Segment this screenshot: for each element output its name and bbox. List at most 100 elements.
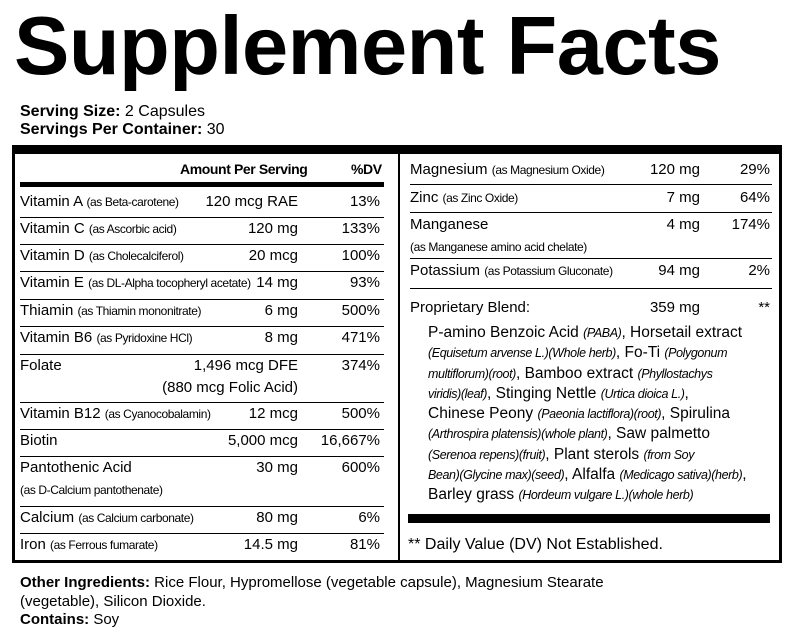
ingredient-latin-name: (Hordeum vulgare L.)(whole herb) xyxy=(518,488,694,503)
nutrient-label: Zinc xyxy=(410,189,439,206)
nutrient-source: (as Cyanocobalamin) xyxy=(104,407,211,421)
nutrient-amount: 5,000 mcg xyxy=(227,432,298,449)
nutrient-name: Vitamin B12 (as Cyanocobalamin) xyxy=(20,405,211,423)
other-ingredients-cont: (vegetable), Silicon Dioxide. xyxy=(20,593,206,610)
row-divider xyxy=(410,184,772,185)
nutrient-dv: 500% xyxy=(341,302,380,319)
nutrient-label: Folate xyxy=(20,357,62,374)
nutrient-label: Biotin xyxy=(20,432,58,449)
nutrient-label: Vitamin A xyxy=(20,193,83,210)
ingredient-name: , Plant sterols xyxy=(545,445,644,463)
nutrient-label: Calcium xyxy=(20,509,75,526)
nutrient-dv: 133% xyxy=(341,220,380,237)
nutrient-source: (as Thiamin mononitrate) xyxy=(77,304,202,318)
nutrient-name: Pantothenic Acid xyxy=(20,459,132,477)
nutrient-source: (as Pyridoxine HCl) xyxy=(96,331,193,345)
nutrient-name: Vitamin B6 (as Pyridoxine HCl) xyxy=(20,329,193,347)
nutrient-name: Thiamin (as Thiamin mononitrate) xyxy=(20,302,202,320)
nutrient-source: (as Beta-carotene) xyxy=(86,195,179,209)
nutrient-dv: 100% xyxy=(341,247,380,264)
ingredient-latin-name: multiflorum)(root) xyxy=(428,366,516,381)
blend-line: Chinese Peony (Paeonia lactiflora)(root)… xyxy=(428,404,747,424)
nutrient-label: Pantothenic Acid xyxy=(20,459,132,476)
ingredient-latin-name: (Medicago sativa)(herb) xyxy=(619,468,743,483)
servings-per-container: Servings Per Container: 30 xyxy=(20,121,225,138)
blend-line: Bean)(Glycine max)(seed), Alfalfa (Medic… xyxy=(428,465,747,485)
nutrient-dv: 16,667% xyxy=(320,432,380,449)
nutrient-amount: 80 mg xyxy=(256,509,298,526)
nutrient-source: (as D-Calcium pantothenate) xyxy=(20,483,163,497)
nutrient-dv: 29% xyxy=(739,161,770,178)
nutrient-amount: 120 mg xyxy=(247,220,298,237)
ingredient-latin-name: (Equisetum arvense L.)(Whole herb) xyxy=(428,346,616,361)
ingredient-name: , Spirulina xyxy=(661,405,731,423)
nutrient-name: Folate xyxy=(20,357,62,375)
nutrient-name: Iron (as Ferrous fumarate) xyxy=(20,536,158,554)
ingredient-latin-name: (Serenoa repens)(fruit) xyxy=(428,447,546,462)
blend-line: Barley grass (Hordeum vulgare L.)(whole … xyxy=(428,485,747,505)
blend-line: viridis)(leaf), Stinging Nettle (Urtica … xyxy=(428,384,747,404)
ingredient-latin-name: (Phyllostachys xyxy=(637,366,713,381)
nutrient-source: (as Potassium Gluconate) xyxy=(484,264,613,278)
ingredient-name: P-amino Benzoic Acid xyxy=(428,324,584,341)
nutrient-source: (as Manganese amino acid chelate) xyxy=(410,240,587,254)
ingredient-name: , Bamboo extract xyxy=(515,364,638,382)
nutrient-label: Vitamin D xyxy=(20,247,85,264)
row-divider xyxy=(20,299,384,300)
nutrient-amount: 4 mg xyxy=(666,216,700,233)
nutrient-amount: 30 mg xyxy=(256,459,298,476)
nutrient-amount: 120 mcg RAE xyxy=(205,193,298,210)
nutrient-name: Zinc (as Zinc Oxide) xyxy=(410,189,518,207)
blend-line: multiflorum)(root), Bamboo extract (Phyl… xyxy=(428,364,747,384)
nutrient-label: Thiamin xyxy=(20,302,74,319)
blend-rule xyxy=(408,514,770,523)
row-divider xyxy=(410,258,772,259)
nutrient-label: Iron xyxy=(20,536,46,553)
nutrient-name: Vitamin E (as DL-Alpha tocopheryl acetat… xyxy=(20,274,251,292)
row-divider xyxy=(20,402,384,403)
nutrient-source: (as Ascorbic acid) xyxy=(88,222,177,236)
row-divider xyxy=(20,506,384,507)
nutrient-source: (as Calcium carbonate) xyxy=(78,511,194,525)
nutrient-source: (as DL-Alpha tocopheryl acetate) xyxy=(88,276,251,290)
nutrient-name: Vitamin A (as Beta-carotene) xyxy=(20,193,179,211)
ingredient-name: , Stinging Nettle xyxy=(487,384,601,402)
ingredient-latin-name: Bean)(Glycine max)(seed) xyxy=(428,468,565,483)
nutrient-dv: 6% xyxy=(358,509,380,526)
ingredient-name: Chinese Peony xyxy=(428,405,538,423)
nutrient-amount: 7 mg xyxy=(666,189,700,206)
nutrient-dv: 13% xyxy=(349,193,380,210)
blend-line: (Serenoa repens)(fruit), Plant sterols (… xyxy=(428,445,747,465)
blend-line: (Arthrospira platensis)(whole plant), Sa… xyxy=(428,424,747,444)
ingredient-name: Barley grass xyxy=(428,486,519,504)
nutrient-label: Vitamin E xyxy=(20,274,84,291)
row-divider xyxy=(410,288,772,289)
nutrient-label: Vitamin C xyxy=(20,220,85,237)
nutrient-amount: 6 mg xyxy=(264,302,298,319)
nutrient-dv: 471% xyxy=(341,329,380,346)
row-divider xyxy=(20,326,384,327)
nutrient-source: (as Magnesium Oxide) xyxy=(491,163,605,177)
nutrient-amount: 8 mg xyxy=(264,329,298,346)
nutrient-name: Vitamin D (as Cholecalciferol) xyxy=(20,247,184,265)
nutrient-amount: 14 mg xyxy=(256,274,298,291)
row-divider xyxy=(20,354,384,355)
ingredient-name: , Horsetail extract xyxy=(621,324,743,341)
ingredient-latin-name: (Arthrospira platensis)(whole plant) xyxy=(428,427,608,442)
ingredient-name: , Saw palmetto xyxy=(607,425,710,443)
amount-header: Amount Per Serving xyxy=(180,161,308,177)
nutrient-amount: 120 mg xyxy=(649,161,700,178)
nutrient-name: Manganese xyxy=(410,216,488,234)
row-divider xyxy=(20,271,384,272)
serving-size: Serving Size: 2 Capsules xyxy=(20,103,205,120)
nutrient-dv: 64% xyxy=(739,189,770,206)
ingredient-latin-name: (Paeonia lactiflora)(root) xyxy=(537,407,662,422)
nutrient-source: (as Ferrous fumarate) xyxy=(50,538,158,552)
row-divider xyxy=(20,244,384,245)
nutrient-label: Vitamin B12 xyxy=(20,405,101,422)
nutrient-dv: 600% xyxy=(341,459,380,476)
contains: Contains: Soy xyxy=(20,611,120,628)
ingredient-latin-name: (Urtica dioica L.) xyxy=(600,386,685,401)
blend-ingredients: P-amino Benzoic Acid (PABA), Horsetail e… xyxy=(428,323,747,506)
nutrient-label: Potassium xyxy=(410,262,481,279)
